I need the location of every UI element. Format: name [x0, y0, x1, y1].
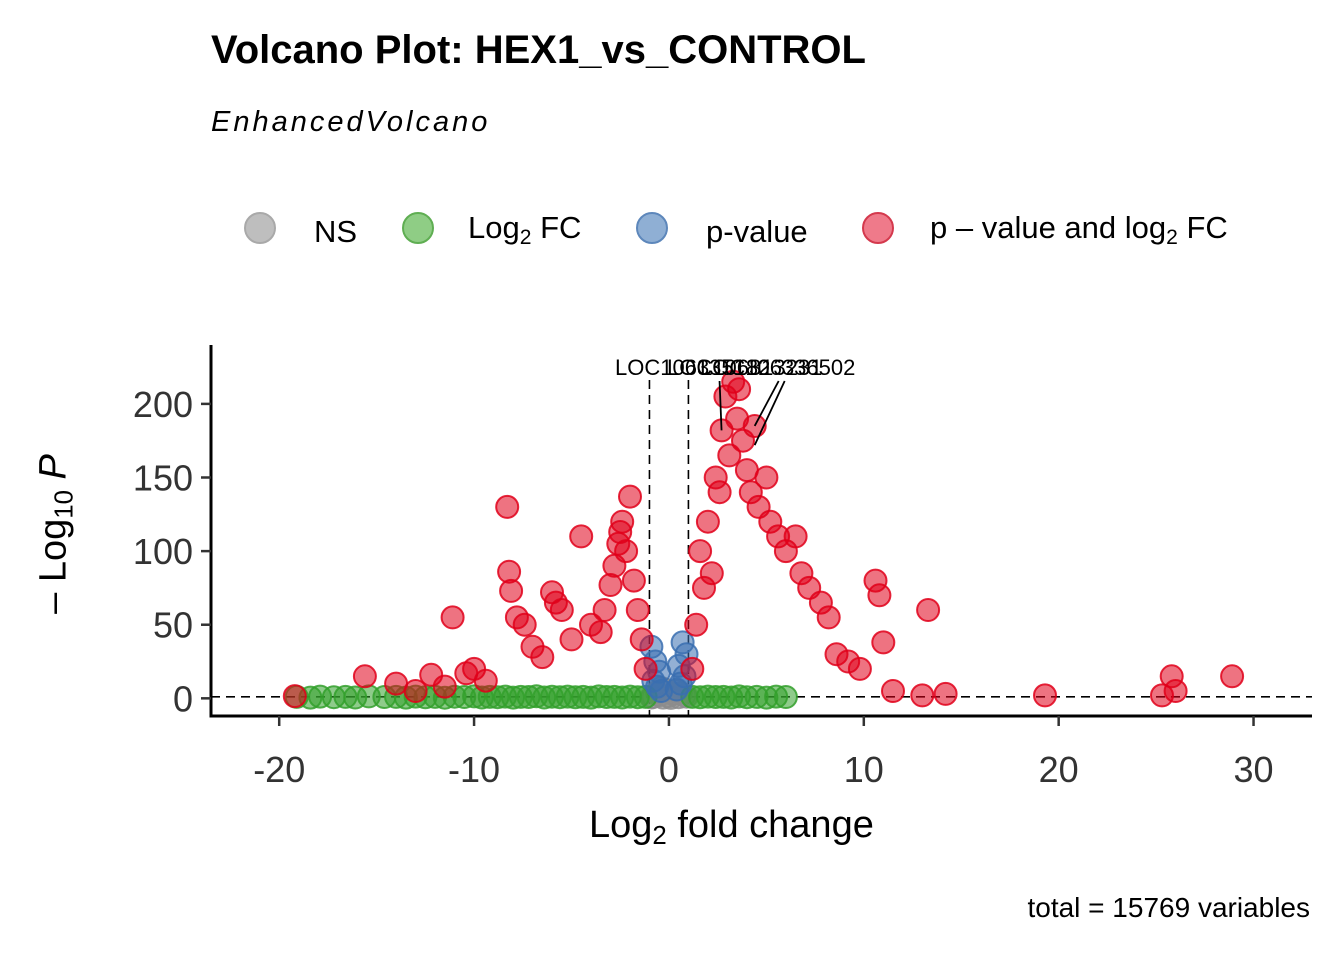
gene-label-0: LOC106335182	[615, 355, 770, 380]
gene-label-1: LOC106313231	[667, 355, 822, 380]
point-both-49	[727, 377, 752, 402]
point-both-35	[403, 679, 428, 703]
point-both-72	[916, 598, 941, 622]
point-both-63	[816, 605, 841, 630]
point-both-68	[867, 583, 892, 608]
y-tick-label-2: 100	[133, 531, 193, 572]
point-both-16	[549, 598, 574, 622]
data-points	[282, 369, 1245, 710]
y-tick-label-0: 0	[173, 678, 193, 719]
axes: -20 -10 0 10 20 30 0 50 100 150 200	[133, 345, 1312, 790]
x-tick-label-5: 30	[1234, 749, 1274, 790]
point-both-36	[680, 656, 705, 681]
x-tick-label-0: -20	[253, 749, 305, 790]
point-both-27	[614, 539, 639, 564]
point-both-11	[512, 612, 537, 637]
point-both-71	[910, 683, 935, 708]
point-both-26	[610, 509, 635, 534]
point-both-17	[559, 627, 584, 652]
point-both-77	[1163, 679, 1188, 703]
legend-marker-log2fc	[402, 212, 434, 244]
x-tick-label-2: 0	[659, 749, 679, 790]
point-both-40	[695, 509, 720, 534]
point-both-74	[1033, 683, 1057, 708]
x-axis-label: Log2 fold change	[589, 804, 874, 851]
plot-caption: total = 15769 variables	[1027, 892, 1310, 923]
point-both-43	[707, 480, 732, 505]
gene-label-connector-1	[753, 380, 780, 427]
point-both-59	[783, 524, 808, 549]
point-both-7	[495, 494, 520, 519]
plot-title: Volcano Plot: HEX1_vs_CONTROL	[211, 28, 866, 72]
point-both-22	[598, 573, 623, 597]
point-pvalue-11	[649, 679, 674, 703]
point-both-41	[699, 561, 724, 586]
point-both-53	[742, 414, 767, 438]
point-log2fc-50	[773, 685, 798, 709]
point-both-28	[618, 484, 642, 509]
legend-label-both: p – value and log2 FC	[930, 210, 1228, 249]
point-both-55	[754, 465, 779, 490]
point-both-6	[473, 668, 498, 693]
y-tick-label-1: 50	[153, 605, 193, 646]
legend-marker-both	[862, 212, 894, 244]
point-both-66	[847, 656, 872, 681]
point-both-73	[933, 681, 958, 706]
gene-label-connector-0	[718, 380, 723, 431]
legend-marker-ns	[244, 212, 276, 244]
point-both-29	[621, 568, 646, 593]
x-tick-label-4: 20	[1039, 749, 1079, 790]
y-tick-label-3: 150	[133, 458, 193, 499]
point-both-9	[499, 578, 524, 603]
point-both-20	[588, 620, 613, 645]
point-both-70	[881, 679, 905, 703]
x-tick-label-3: 10	[844, 749, 884, 790]
point-both-32	[633, 656, 658, 681]
legend-marker-pvalue	[636, 212, 668, 244]
point-both-46	[717, 443, 742, 468]
point-both-21	[592, 598, 617, 622]
y-axis-label: – Log10 P	[32, 454, 79, 614]
legend-label-pvalue: p-value	[706, 214, 808, 249]
gene-label-2: LOC106336502	[700, 355, 855, 380]
point-both-1	[352, 664, 377, 689]
point-both-38	[688, 539, 713, 564]
y-tick-label-4: 200	[133, 384, 193, 425]
point-both-33	[440, 605, 465, 630]
plot-subtitle: EnhancedVolcano	[211, 106, 491, 138]
legend-label-log2fc: Log2 FC	[468, 210, 582, 249]
gene-label-connector-2	[753, 380, 786, 446]
point-both-0	[282, 684, 307, 709]
x-tick-label-1: -10	[448, 749, 500, 790]
legend-label-ns: NS	[314, 214, 358, 249]
point-both-18	[569, 524, 594, 549]
point-both-30	[625, 598, 650, 622]
point-both-37	[684, 612, 709, 637]
point-both-31	[629, 627, 654, 652]
point-both-78	[1220, 664, 1245, 689]
point-both-34	[432, 674, 457, 699]
point-both-13	[530, 645, 555, 670]
point-both-69	[871, 630, 896, 655]
